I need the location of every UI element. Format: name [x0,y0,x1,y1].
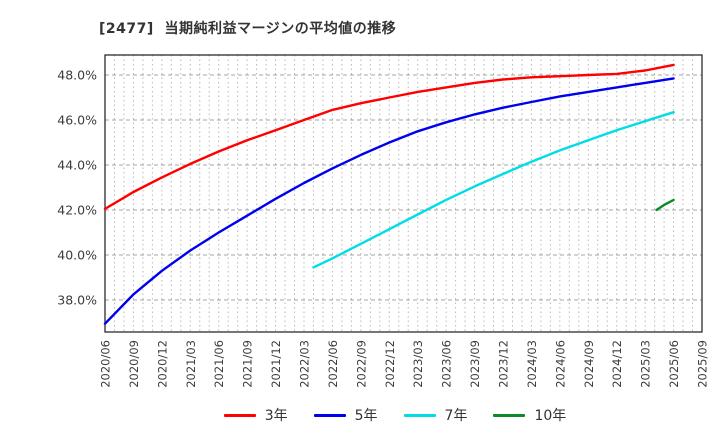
x-tick-label: 2022/09 [354,340,368,388]
y-tick-label: 38.0% [57,293,97,308]
x-tick-label: 2025/06 [667,340,681,388]
y-tick-label: 44.0% [57,158,97,173]
legend-item-7y: 7年 [403,405,468,425]
legend-label-10y: 10年 [534,408,567,424]
legend-swatch-7y-line-icon [403,413,436,417]
x-tick-label: 2021/06 [212,340,226,388]
x-tick-label: 2024/03 [525,340,539,388]
x-tick-label: 2022/12 [383,340,397,388]
series-line-7年 [312,110,675,269]
x-tick-label: 2023/09 [468,340,482,388]
x-tick-label: 2024/06 [553,340,567,388]
y-tick-label: 48.0% [57,68,97,83]
legend-label-7y: 7年 [444,408,468,424]
legend-item-5y: 5年 [313,405,378,425]
legend-swatch-3y-line-icon [223,413,256,417]
series-line-10年 [655,198,675,212]
legend-item-3y: 3年 [223,405,288,425]
x-tick-label: 2022/03 [298,340,312,388]
x-tick-label: 2020/06 [99,340,113,388]
x-tick-label: 2021/12 [269,340,283,388]
x-tick-label: 2024/12 [610,340,624,388]
y-tick-label: 42.0% [57,203,97,218]
legend-item-10y: 10年 [493,405,566,425]
plot-frame [104,54,703,333]
chart-title: [2477] 当期純利益マージンの平均値の推移 [99,21,397,37]
chart-legend: 3年 5年 7年 10年 [70,405,720,425]
x-tick-label: 2021/03 [184,340,198,388]
x-tick-label: 2025/03 [639,340,653,388]
x-tick-label: 2023/06 [440,340,454,388]
x-tick-label: 2024/09 [582,340,596,388]
series-line-5年 [103,77,675,325]
x-tick-label: 2020/09 [127,340,141,388]
x-tick-label: 2023/03 [411,340,425,388]
legend-label-3y: 3年 [264,408,288,424]
x-tick-label: 2020/12 [155,340,169,388]
x-tick-label: 2021/09 [241,340,255,388]
legend-swatch-10y-line-icon [493,413,526,417]
y-tick-label: 46.0% [57,113,97,128]
y-tick-label: 40.0% [57,248,97,263]
x-tick-label: 2025/09 [696,340,710,388]
series-line-3年 [103,63,675,211]
x-tick-label: 2023/12 [497,340,511,388]
legend-swatch-5y-line-icon [313,413,346,417]
x-tick-label: 2022/06 [326,340,340,388]
legend-label-5y: 5年 [354,408,378,424]
